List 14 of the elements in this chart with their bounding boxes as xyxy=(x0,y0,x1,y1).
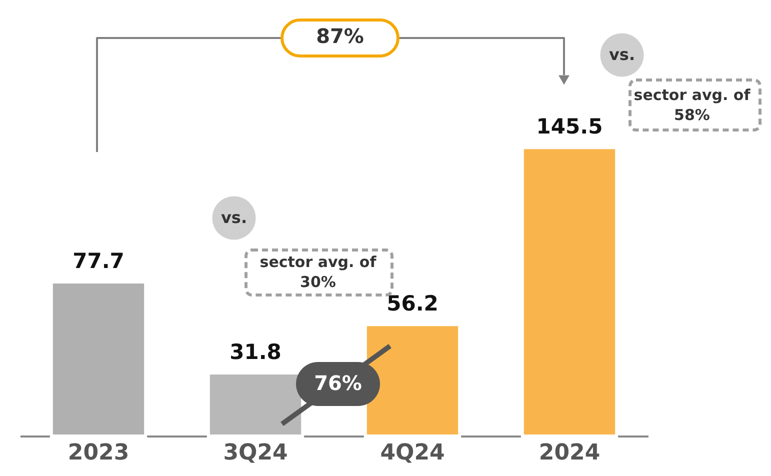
x-tick-label: 4Q24 xyxy=(380,440,445,466)
x-tick-label: 2024 xyxy=(538,440,600,466)
data-label: 77.7 xyxy=(72,249,124,274)
x-tick-label: 2023 xyxy=(68,440,130,466)
annotation: vs. xyxy=(220,208,248,227)
data-label: 56.2 xyxy=(386,292,438,316)
annotation: vs. xyxy=(608,45,636,64)
data-label: 145.5 xyxy=(536,114,603,139)
annotation: 87% xyxy=(316,24,364,48)
annotation: sector avg. of 30% xyxy=(260,253,377,291)
x-tick-label: 3Q24 xyxy=(223,440,288,466)
annotation: sector avg. of 58% xyxy=(634,86,751,124)
data-label: 31.8 xyxy=(230,340,282,364)
annotation: 76% xyxy=(314,371,362,395)
